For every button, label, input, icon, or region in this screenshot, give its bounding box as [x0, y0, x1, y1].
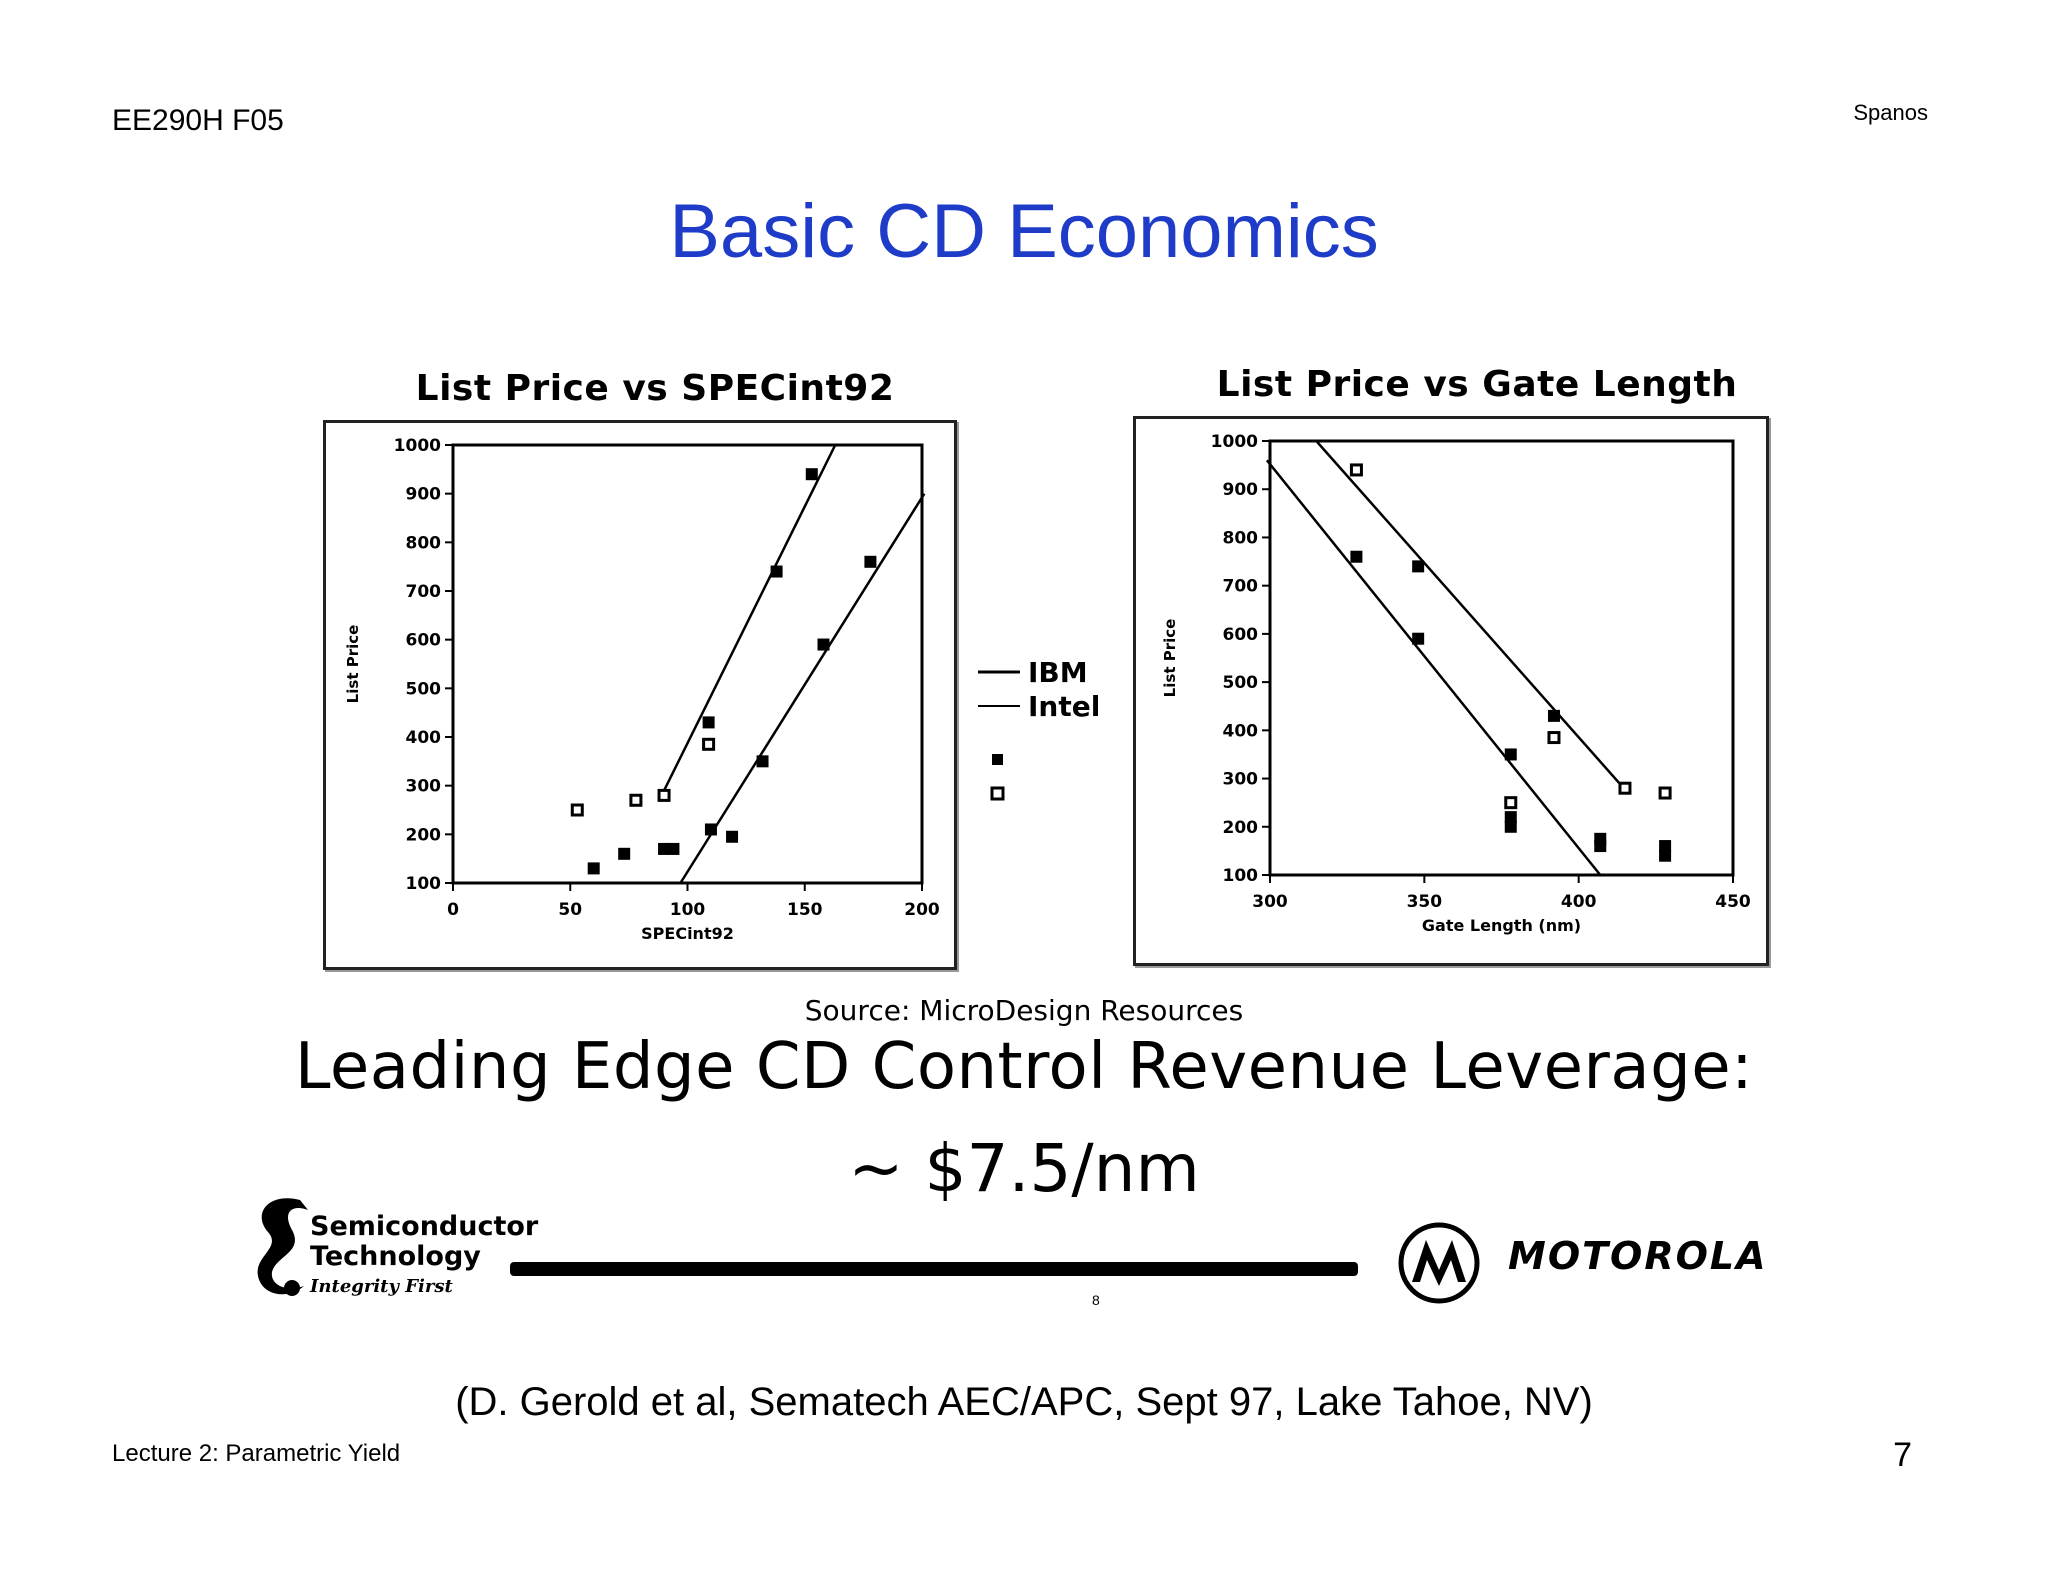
chart2-fit-line-ibm — [1265, 459, 1602, 876]
chart2-point-ibm — [1594, 840, 1607, 853]
chart2-ytick-label: 400 — [1223, 721, 1259, 741]
chart1-ytick-label: 700 — [406, 582, 442, 602]
chart2-plot-area — [1268, 439, 1735, 877]
chart1-point-ibm — [702, 716, 715, 729]
chart1-point-ibm — [618, 847, 631, 860]
chart2-point-intel — [1349, 463, 1363, 477]
chart2-point-ibm — [1659, 840, 1672, 853]
chart1-point-intel — [570, 803, 584, 817]
chart1-ytick-label: 1000 — [394, 436, 441, 456]
chart2-point-ibm — [1659, 849, 1672, 862]
chart1-point-ibm — [658, 842, 671, 855]
chart2-ylabel: List Price — [1161, 619, 1179, 698]
chart1-frame: 100 200 300 400 500 600 700 800 900 1000 0 50 100 150… — [323, 420, 957, 970]
chart1-point-ibm — [770, 565, 783, 578]
chart1-xtick-label: 150 — [787, 900, 823, 920]
chart2-point-intel — [1618, 781, 1632, 795]
chart1-ytick-label: 400 — [406, 728, 442, 748]
chart1-point-ibm — [667, 842, 680, 855]
page-mark: 8 — [1092, 1292, 1100, 1308]
chart2-point-ibm — [1350, 550, 1363, 563]
semi-line2: Technology — [310, 1241, 481, 1272]
chart2-point-ibm — [1504, 811, 1517, 824]
chart1-point-intel — [657, 788, 671, 802]
leverage-heading: Leading Edge CD Control Revenue Leverage… — [294, 1030, 1754, 1104]
chart1-xlabel: SPECint92 — [641, 924, 734, 943]
citation: (D. Gerold et al, Sematech AEC/APC, Sept… — [455, 1380, 1593, 1424]
chart2-point-intel — [1658, 786, 1672, 800]
chart2-ytick-label: 1000 — [1211, 432, 1258, 452]
chart1-xtick-label: 200 — [904, 900, 940, 920]
chart1-xtick-label: 100 — [670, 900, 706, 920]
chart2-xtick-label: 300 — [1252, 892, 1288, 912]
source-note: Source: MicroDesign Resources — [804, 994, 1244, 1027]
semi-tagline: Integrity First — [310, 1276, 453, 1297]
chart1-ytick-label: 900 — [406, 485, 442, 505]
motorola-wordmark: MOTOROLA — [1508, 1234, 1768, 1278]
semiconductor-logo-icon — [257, 1198, 308, 1296]
chart1-point-ibm — [587, 862, 600, 875]
chart2-xtick-label: 450 — [1715, 892, 1751, 912]
chart2-ytick-label: 700 — [1223, 577, 1259, 597]
chart1-fit-line-ibm — [662, 444, 837, 792]
chart1-ytick-label: 800 — [406, 533, 442, 553]
semi-line1: Semiconductor — [310, 1211, 539, 1242]
chart1-ytick-label: 200 — [406, 825, 442, 845]
chart1-point-ibm — [805, 468, 818, 481]
chart2-ytick-label: 500 — [1223, 673, 1259, 693]
legend-open-marker — [990, 786, 1005, 801]
divider-bar — [510, 1262, 1358, 1276]
chart1-ytick-label: 100 — [406, 874, 442, 894]
chart1-xtick-label: 50 — [558, 900, 582, 920]
legend-ibm-label: IBM — [1028, 656, 1088, 689]
chart2-xlabel: Gate Length (nm) — [1422, 916, 1581, 935]
chart2-ytick-label: 300 — [1223, 770, 1259, 790]
chart2-xtick-label: 350 — [1407, 892, 1443, 912]
chart2-frame: 100 200 300 400 500 600 700 800 900 1000 300 350 400… — [1133, 416, 1769, 966]
chart2-title: List Price vs Gate Length — [1216, 364, 1738, 405]
chart1-plot-area — [451, 443, 924, 885]
chart1-plot: 100 200 300 400 500 600 700 800 900 1000 0 50 100 150… — [344, 436, 940, 943]
author-label: Spanos — [1853, 100, 1928, 125]
chart2-point-ibm — [1412, 560, 1425, 573]
chart1-point-intel — [629, 793, 643, 807]
slide-title: Basic CD Economics — [669, 189, 1379, 274]
chart2-ytick-label: 100 — [1223, 866, 1259, 886]
chart2-point-ibm — [1504, 820, 1517, 833]
motorola-logo-icon — [1398, 1222, 1480, 1304]
chart1-fit-line-intel — [679, 493, 926, 884]
semiconductor-logo-text: Semiconductor Technology Integrity First — [310, 1212, 538, 1302]
footer-lecture: Lecture 2: Parametric Yield — [112, 1440, 401, 1467]
chart1-point-intel — [702, 737, 716, 751]
chart1-point-ibm — [817, 638, 830, 651]
chart2-point-intel — [1547, 731, 1561, 745]
course-label: EE290H F05 — [112, 104, 284, 137]
chart1-ytick-label: 600 — [406, 631, 442, 651]
footer-page-number: 7 — [1893, 1436, 1912, 1474]
leverage-value: ~ $7.5/nm — [848, 1130, 1200, 1207]
chart2-fit-line-intel — [1315, 440, 1629, 794]
legend-intel-label: Intel — [1028, 690, 1100, 723]
chart2-ytick-label: 900 — [1223, 480, 1259, 500]
chart2-ytick-label: 600 — [1223, 625, 1259, 645]
chart1-point-ibm — [726, 830, 739, 843]
chart1-ytick-label: 500 — [406, 679, 442, 699]
chart2-ytick-label: 800 — [1223, 528, 1259, 548]
chart2-point-ibm — [1412, 632, 1425, 645]
chart2-plot: 100 200 300 400 500 600 700 800 900 1000 300 350 400… — [1161, 432, 1751, 935]
chart1-point-ibm — [756, 755, 769, 768]
chart1-ylabel: List Price — [344, 625, 362, 704]
chart2-xtick-label: 400 — [1561, 892, 1597, 912]
chart2-point-intel — [1504, 796, 1518, 810]
chart1-ytick-label: 300 — [406, 777, 442, 797]
chart2-point-ibm — [1547, 709, 1560, 722]
legend-filled-marker — [992, 754, 1003, 765]
chart1-point-ibm — [704, 823, 717, 836]
chart2-point-ibm — [1504, 748, 1517, 761]
chart2-ytick-label: 200 — [1223, 818, 1259, 838]
legend: IBM Intel — [978, 656, 1100, 801]
chart1-point-ibm — [864, 555, 877, 568]
chart1-xtick-label: 0 — [447, 900, 459, 920]
chart1-title: List Price vs SPECint92 — [415, 368, 895, 409]
